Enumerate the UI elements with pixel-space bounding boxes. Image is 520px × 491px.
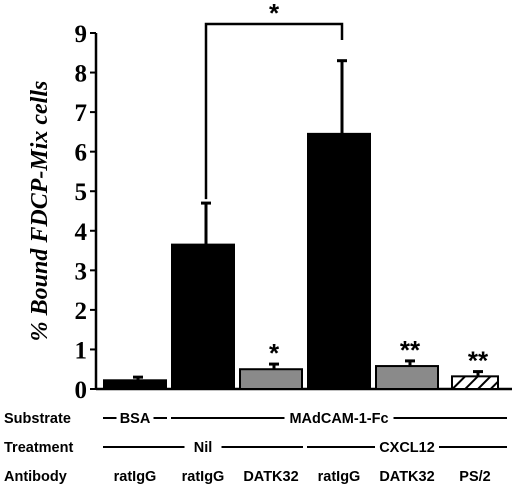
row-label-treatment: Treatment — [4, 440, 73, 456]
antibody-label: ratIgG — [114, 469, 157, 485]
group-label: MAdCAM-1-Fc — [289, 411, 388, 427]
y-tick-label: 0 — [75, 377, 88, 404]
row-label-substrate: Substrate — [4, 411, 71, 427]
y-axis-label: % Bound FDCP-Mix cells — [27, 81, 53, 342]
antibody-label: ratIgG — [318, 469, 361, 485]
bar — [307, 132, 371, 390]
y-tick-label: 2 — [75, 298, 88, 325]
antibody-label: PS/2 — [459, 469, 490, 485]
y-tick-label: 1 — [75, 337, 88, 364]
significance-marker: * — [269, 338, 280, 368]
y-tick-label: 5 — [75, 179, 88, 206]
bar — [375, 365, 439, 390]
y-tick-label: 4 — [75, 219, 88, 246]
row-label-antibody: Antibody — [4, 469, 67, 485]
antibody-label: DATK32 — [243, 469, 298, 485]
bar — [103, 379, 167, 391]
bar — [451, 375, 499, 391]
group-label: CXCL12 — [379, 440, 435, 456]
bar — [239, 368, 303, 391]
bar — [171, 243, 235, 390]
significance-marker: ** — [400, 335, 421, 365]
antibody-label: ratIgG — [182, 469, 225, 485]
y-tick-label: 9 — [75, 21, 88, 48]
y-tick-label: 7 — [75, 100, 88, 127]
comparison-bracket — [204, 22, 344, 200]
y-tick-label: 6 — [75, 140, 88, 167]
comparison-marker: * — [269, 0, 280, 28]
y-tick-label: 3 — [75, 258, 88, 285]
group-label: BSA — [120, 411, 151, 427]
antibody-label: DATK32 — [379, 469, 434, 485]
group-label: Nil — [194, 440, 213, 456]
y-tick-label: 8 — [75, 61, 88, 88]
significance-marker: ** — [468, 346, 489, 376]
